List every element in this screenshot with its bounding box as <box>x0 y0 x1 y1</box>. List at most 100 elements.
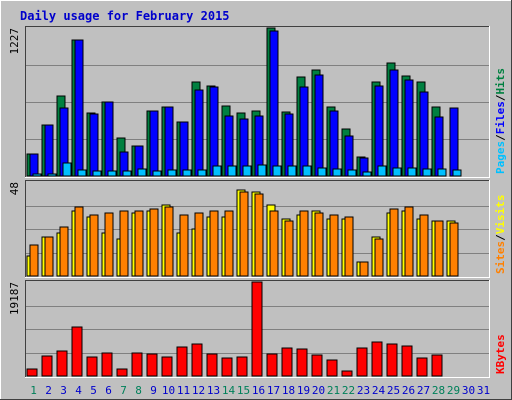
bar-pages-day-18 <box>287 165 297 177</box>
bar-files-day-19 <box>299 86 309 177</box>
bar-files-day-17 <box>269 30 279 177</box>
x-tick-label-23: 23 <box>357 384 370 397</box>
bar-sites-day-19 <box>299 210 309 277</box>
bar-sites-day-1 <box>29 244 39 277</box>
bar-files-day-5 <box>89 113 99 177</box>
bar-sites-day-25 <box>389 208 399 277</box>
x-axis-labels: 1 2 3 4 5 6 7 8 9 10 11 12 13 14 15 16 17 18 19 20 21 22 23 24 2… <box>30 384 490 397</box>
bar-files-day-10 <box>164 106 174 177</box>
bar-sites-day-14 <box>224 210 234 277</box>
bar-kbytes-day-24 <box>371 341 383 377</box>
bar-sites-day-24 <box>374 238 384 277</box>
bar-files-day-28 <box>434 116 444 177</box>
legend-separator: / <box>494 94 507 101</box>
bar-files-day-11 <box>179 121 189 177</box>
bar-kbytes-day-4 <box>71 326 83 377</box>
bar-kbytes-day-25 <box>386 343 398 377</box>
x-tick-label-13: 13 <box>207 384 220 397</box>
x-tick-label-31: 31 <box>477 384 490 397</box>
x-tick-label-29: 29 <box>447 384 460 397</box>
bar-pages-day-6 <box>107 170 117 177</box>
bar-sites-day-8 <box>134 210 144 277</box>
bar-sites-day-26 <box>404 206 414 277</box>
bar-kbytes-day-14 <box>221 357 233 377</box>
bar-sites-day-11 <box>179 214 189 277</box>
bar-sites-day-2 <box>44 236 54 277</box>
bar-sites-day-7 <box>119 210 129 277</box>
x-tick-label-17: 17 <box>267 384 280 397</box>
bar-sites-day-28 <box>434 220 444 277</box>
bar-pages-day-16 <box>257 164 267 177</box>
x-tick-label-10: 10 <box>162 384 175 397</box>
x-tick-label-26: 26 <box>402 384 415 397</box>
bar-files-day-9 <box>149 110 159 177</box>
bar-pages-day-23 <box>362 171 372 177</box>
bar-pages-day-3 <box>62 162 72 177</box>
legend-visits_sites: Sites/Visits <box>494 195 507 275</box>
x-tick-label-19: 19 <box>297 384 310 397</box>
bar-files-day-2 <box>44 124 54 177</box>
bar-pages-day-29 <box>452 169 462 177</box>
bar-kbytes-day-11 <box>176 346 188 377</box>
bar-kbytes-day-18 <box>281 347 293 377</box>
bar-pages-day-20 <box>317 167 327 177</box>
bar-files-day-25 <box>389 69 399 177</box>
x-tick-label-14: 14 <box>222 384 236 397</box>
bar-pages-day-26 <box>407 167 417 177</box>
bar-sites-day-13 <box>209 210 219 277</box>
bar-sites-day-9 <box>149 208 159 277</box>
legend-separator: / <box>494 134 507 141</box>
bar-kbytes-day-12 <box>191 343 203 377</box>
bar-sites-day-15 <box>239 191 249 277</box>
x-tick-label-1: 1 <box>30 384 37 397</box>
bar-kbytes-day-23 <box>356 347 368 377</box>
bar-pages-day-27 <box>422 168 432 177</box>
bar-kbytes-day-10 <box>161 356 173 377</box>
bar-files-day-1 <box>29 153 39 177</box>
x-tick-label-5: 5 <box>90 384 97 397</box>
bar-sites-day-5 <box>89 214 99 277</box>
bar-sites-day-20 <box>314 212 324 277</box>
x-tick-label-4: 4 <box>75 384 82 397</box>
bar-kbytes-day-1 <box>26 368 38 377</box>
bar-kbytes-day-21 <box>326 359 338 377</box>
bar-pages-day-17 <box>272 165 282 177</box>
bar-kbytes-day-5 <box>86 356 98 377</box>
bar-kbytes-day-6 <box>101 352 113 377</box>
bar-pages-day-5 <box>92 170 102 177</box>
bar-sites-day-27 <box>419 214 429 277</box>
bar-kbytes-day-7 <box>116 368 128 377</box>
x-tick-label-6: 6 <box>105 384 112 397</box>
chart-panels: 1227Pages/Files/Hits48Sites/Visits19187K… <box>8 26 507 378</box>
bar-kbytes-day-3 <box>56 350 68 377</box>
bar-sites-day-17 <box>269 210 279 277</box>
bar-kbytes-day-2 <box>41 355 53 377</box>
bar-pages-day-15 <box>242 165 252 177</box>
x-tick-label-20: 20 <box>312 384 325 397</box>
panel-visits_sites: 48 Sites/Visits <box>8 180 507 278</box>
bar-pages-day-19 <box>302 165 312 177</box>
bar-pages-day-8 <box>137 168 147 177</box>
x-tick-label-18: 18 <box>282 384 295 397</box>
bar-sites-day-3 <box>59 226 69 277</box>
bar-files-day-13 <box>209 86 219 177</box>
bar-files-day-21 <box>329 110 339 177</box>
bar-kbytes-day-28 <box>431 354 443 377</box>
bar-pages-day-1 <box>32 173 42 177</box>
legend-hits: Hits <box>494 68 507 95</box>
bar-files-day-24 <box>374 85 384 177</box>
legend-separator: / <box>494 234 507 241</box>
x-tick-label-3: 3 <box>60 384 67 397</box>
bar-kbytes-day-26 <box>401 345 413 377</box>
bar-sites-day-23 <box>359 261 369 277</box>
x-tick-label-30: 30 <box>462 384 475 397</box>
bar-pages-day-4 <box>77 169 87 177</box>
x-tick-label-11: 11 <box>177 384 190 397</box>
bar-pages-day-14 <box>227 165 237 177</box>
bar-pages-day-2 <box>47 173 57 177</box>
legend-sites: Sites <box>494 241 507 274</box>
bar-files-day-26 <box>404 79 414 177</box>
bar-files-day-4 <box>74 39 84 177</box>
bar-sites-day-10 <box>164 206 174 277</box>
